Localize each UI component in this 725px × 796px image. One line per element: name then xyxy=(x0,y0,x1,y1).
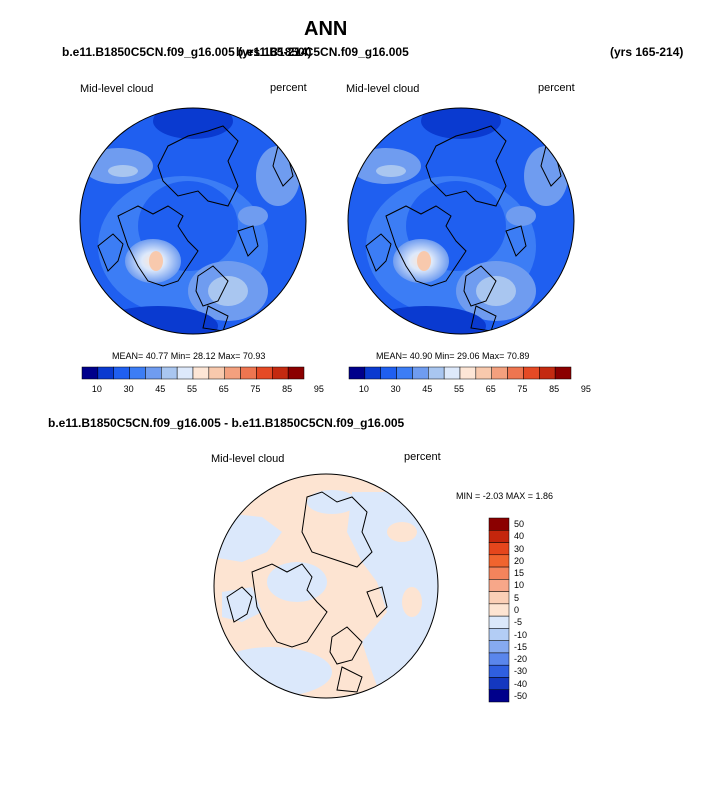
colorbar-swatch xyxy=(507,366,524,380)
colorbar-swatch xyxy=(491,366,508,380)
panel-2-field-label: Mid-level cloud xyxy=(346,83,420,95)
colorbar-tick-label: 85 xyxy=(282,384,293,394)
diff-colorbar-tick-label: -40 xyxy=(514,678,528,689)
diff-colorbar xyxy=(488,517,510,703)
diff-field-label: Mid-level cloud xyxy=(211,453,285,465)
diff-colorbar-tick-label: 40 xyxy=(514,531,525,542)
diff-colorbar-swatch xyxy=(488,640,510,654)
panel-2-units-label: percent xyxy=(538,82,575,94)
colorbar-tick-label: 95 xyxy=(580,384,591,394)
diff-units-label: percent xyxy=(404,451,441,463)
colorbar-tick-label: 10 xyxy=(91,384,102,394)
colorbar-tick-label: 55 xyxy=(187,384,198,394)
diff-colorbar-tick-label: 10 xyxy=(514,580,525,591)
colorbar-swatch xyxy=(554,366,572,380)
colorbar-swatch xyxy=(287,366,305,380)
colorbar-swatch xyxy=(459,366,477,380)
panel-2-polar-map xyxy=(347,107,575,335)
diff-colorbar-swatch xyxy=(488,652,510,666)
colorbar-swatch xyxy=(523,366,540,380)
colorbar-swatch xyxy=(412,366,429,380)
panel-1-stats: MEAN= 40.77 Min= 28.12 Max= 70.93 xyxy=(112,351,266,361)
case-b-years: (yrs 165-214) xyxy=(610,45,684,59)
diff-colorbar-tick-label: -15 xyxy=(514,641,528,652)
diff-colorbar-tick-label: -50 xyxy=(514,690,528,701)
panel-1-polar-map xyxy=(79,107,307,335)
case-b-header: b.e11.B1850C5CN.f09_g16.005 xyxy=(236,45,409,59)
diff-colorbar-swatch xyxy=(488,603,510,617)
colorbar-tick-label: 30 xyxy=(123,384,134,394)
colorbar-swatch xyxy=(224,366,241,380)
colorbar-tick-label: 30 xyxy=(390,384,401,394)
colorbar-tick-label: 10 xyxy=(358,384,369,394)
diff-colorbar-tick-label: 50 xyxy=(514,519,525,530)
colorbar-tick-label: 85 xyxy=(549,384,560,394)
diff-colorbar-tick-label: 5 xyxy=(514,592,520,603)
diff-colorbar-swatch xyxy=(488,566,510,580)
colorbar-swatch xyxy=(240,366,257,380)
colorbar-tick-label: 75 xyxy=(250,384,261,394)
panel-1-field-label: Mid-level cloud xyxy=(80,83,154,95)
diff-header: b.e11.B1850C5CN.f09_g16.005 - b.e11.B185… xyxy=(48,416,405,430)
colorbar-swatch xyxy=(539,366,556,380)
colorbar-swatch xyxy=(272,366,289,380)
diff-colorbar-tick-label: 15 xyxy=(514,568,525,579)
diff-colorbar-swatch xyxy=(488,579,510,592)
colorbar-tick-label: 45 xyxy=(155,384,166,394)
panel-2-stats: MEAN= 40.90 Min= 29.06 Max= 70.89 xyxy=(376,351,530,361)
diff-polar-map xyxy=(213,473,439,699)
colorbar-swatch xyxy=(475,366,492,380)
diff-colorbar-tick-label: -10 xyxy=(514,629,528,640)
colorbar-swatch xyxy=(113,366,130,380)
colorbar-swatch xyxy=(81,366,99,380)
diff-colorbar-swatch xyxy=(488,554,510,568)
diff-colorbar-tick-label: 20 xyxy=(514,555,525,566)
diff-colorbar-swatch xyxy=(488,615,510,629)
colorbar-swatch xyxy=(145,366,162,380)
diff-min-max: MIN = -2.03 MAX = 1.86 xyxy=(456,491,554,501)
diff-colorbar-swatch xyxy=(488,677,510,690)
diff-colorbar-swatch xyxy=(488,542,510,556)
diff-colorbar-swatch xyxy=(488,530,510,543)
colorbar-tick-label: 55 xyxy=(454,384,465,394)
diff-colorbar-swatch xyxy=(488,664,510,678)
colorbar-swatch xyxy=(348,366,366,380)
diff-colorbar-swatch xyxy=(488,628,510,641)
colorbar-tick-label: 65 xyxy=(485,384,496,394)
colorbar-swatch xyxy=(364,366,381,380)
colorbar-swatch xyxy=(443,366,461,380)
panel-1-units-label: percent xyxy=(270,82,307,94)
diff-colorbar-tick-label: -20 xyxy=(514,654,528,665)
panel-2-colorbar xyxy=(348,366,572,380)
diff-colorbar-tick-label: 30 xyxy=(514,543,525,554)
colorbar-tick-label: 45 xyxy=(422,384,433,394)
colorbar-tick-label: 95 xyxy=(313,384,324,394)
colorbar-swatch xyxy=(396,366,413,380)
colorbar-swatch xyxy=(161,366,178,380)
colorbar-tick-label: 65 xyxy=(218,384,229,394)
colorbar-tick-label: 75 xyxy=(517,384,528,394)
colorbar-swatch xyxy=(428,366,445,380)
panel-1-colorbar xyxy=(81,366,305,380)
colorbar-swatch xyxy=(192,366,210,380)
colorbar-swatch xyxy=(256,366,273,380)
diff-colorbar-tick-label: -5 xyxy=(514,617,523,628)
colorbar-swatch xyxy=(129,366,146,380)
colorbar-swatch xyxy=(208,366,225,380)
page-title: ANN xyxy=(304,18,348,40)
diff-colorbar-swatch xyxy=(488,517,510,531)
diff-colorbar-swatch xyxy=(488,591,510,605)
diff-colorbar-swatch xyxy=(488,689,510,703)
diff-colorbar-tick-label: -30 xyxy=(514,666,528,677)
diff-colorbar-tick-label: 0 xyxy=(514,605,520,615)
colorbar-swatch xyxy=(380,366,397,380)
case-a-header: b.e11.B1850C5CN.f09_g16.005 (yrs 165-214… xyxy=(62,45,312,59)
colorbar-swatch xyxy=(97,366,114,380)
colorbar-swatch xyxy=(176,366,194,380)
